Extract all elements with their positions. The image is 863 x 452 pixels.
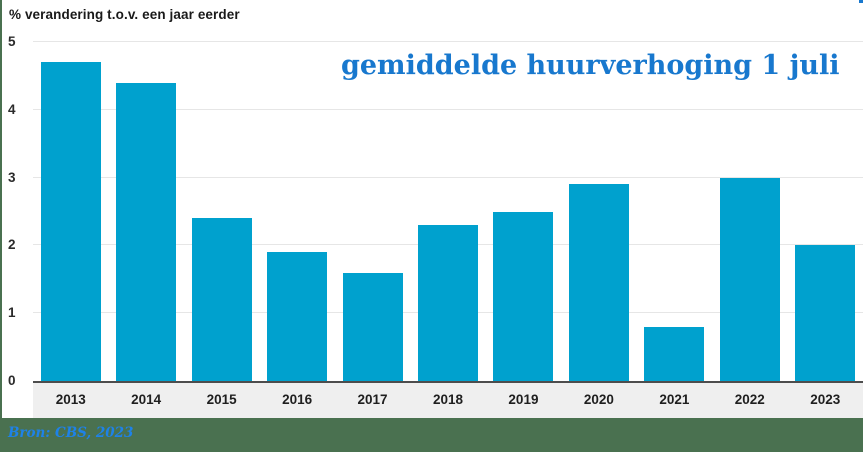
y-axis-labels: 0 1 2 3 4 5 xyxy=(8,0,30,388)
bar-2013 xyxy=(40,62,101,381)
x-tick-label-2019: 2019 xyxy=(508,392,539,407)
x-tick-label-2014: 2014 xyxy=(131,392,162,407)
y-tick-label-5: 5 xyxy=(8,34,16,49)
y-tick-label-4: 4 xyxy=(8,101,16,117)
y-tick-label-0: 0 xyxy=(8,373,16,388)
bar-2015 xyxy=(191,218,252,381)
x-tick-label-2022: 2022 xyxy=(734,392,765,407)
gridline-3 xyxy=(33,176,863,178)
source-text: Bron: CBS, 2023 xyxy=(8,425,134,441)
bar-2023 xyxy=(795,245,856,381)
y-tick-label-3: 3 xyxy=(8,169,16,185)
x-axis-band: 2013 2014 2015 2016 2017 2018 2019 2020 2021 2022… xyxy=(33,383,863,418)
gridline-4 xyxy=(33,108,863,110)
left-border-line xyxy=(0,0,2,452)
chart-title: gemiddelde huurverhoging 1 juli xyxy=(341,50,840,81)
x-axis-line xyxy=(33,381,863,383)
corner-artifact xyxy=(859,0,863,3)
x-tick-label-2021: 2021 xyxy=(659,392,690,407)
footer-band: Bron: CBS, 2023 xyxy=(0,418,863,452)
bar-2016 xyxy=(267,252,328,381)
y-tick-label-1: 1 xyxy=(8,305,16,321)
bar-2014 xyxy=(116,82,177,381)
plot-area xyxy=(33,0,863,383)
x-tick-label-2016: 2016 xyxy=(282,392,313,407)
x-tick-label-2023: 2023 xyxy=(810,392,841,407)
y-tick-label-2: 2 xyxy=(8,237,16,253)
x-tick-label-2020: 2020 xyxy=(583,392,614,407)
bar-2018 xyxy=(418,225,478,381)
bar-2019 xyxy=(493,211,554,381)
x-tick-label-2017: 2017 xyxy=(357,392,388,407)
bar-2021 xyxy=(644,326,705,381)
bar-2020 xyxy=(568,184,629,381)
x-tick-label-2015: 2015 xyxy=(206,392,237,407)
y-axis-title: % verandering t.o.v. een jaar eerder xyxy=(9,7,240,22)
bar-2022 xyxy=(719,177,780,381)
gridline-5 xyxy=(33,41,863,42)
x-tick-label-2018: 2018 xyxy=(432,392,464,407)
x-tick-label-2013: 2013 xyxy=(55,392,86,407)
bar-2017 xyxy=(342,272,403,381)
